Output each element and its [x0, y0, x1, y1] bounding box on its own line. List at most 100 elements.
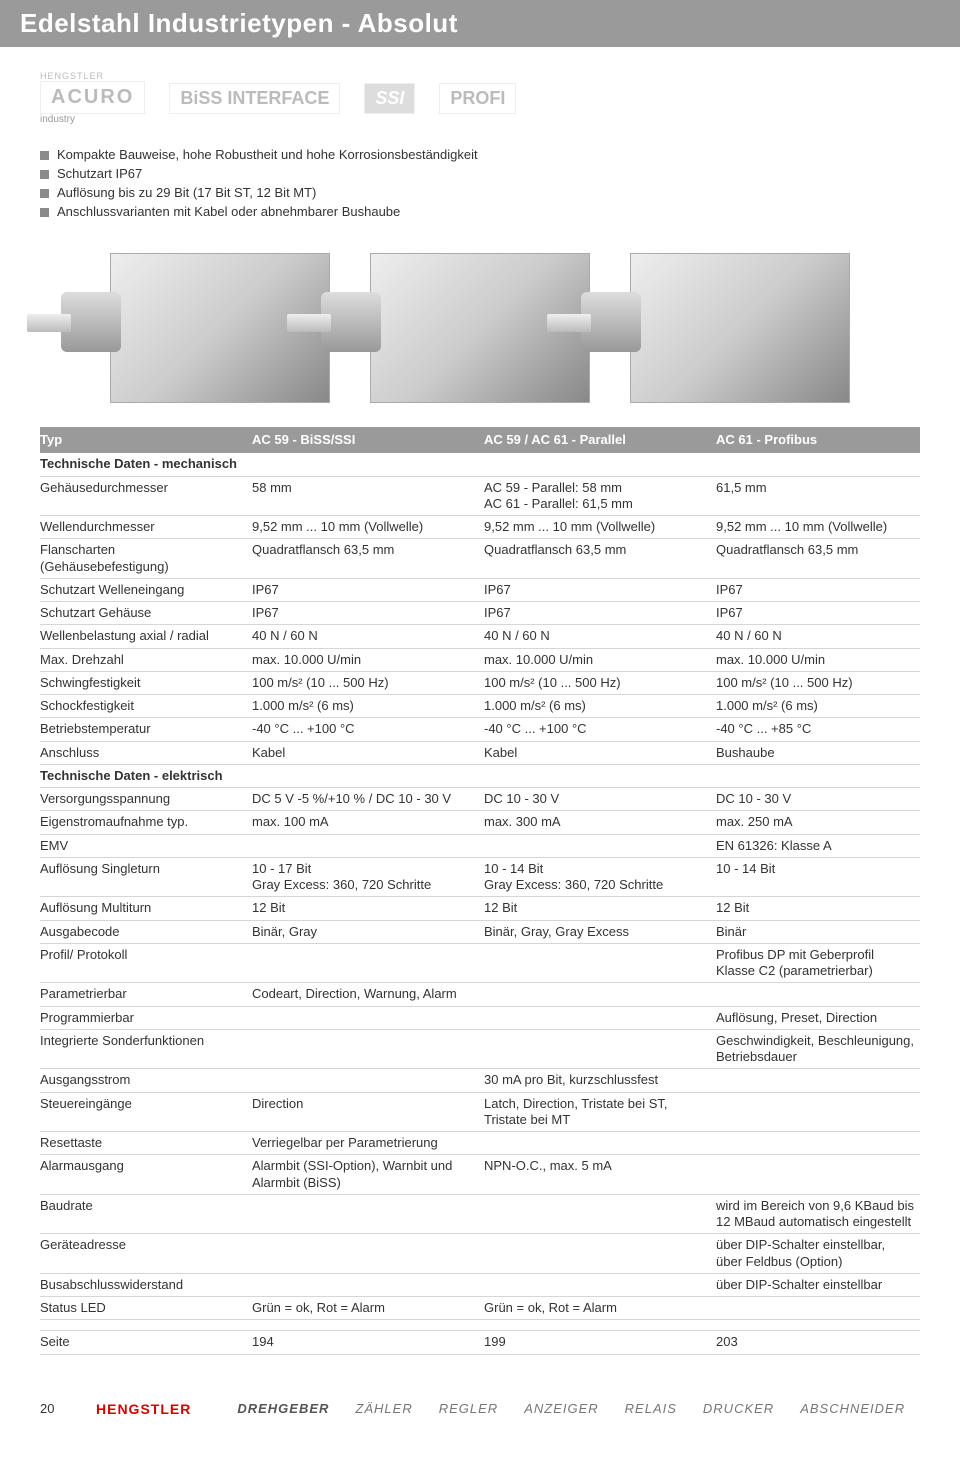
row-cell: 40 N / 60 N [484, 625, 716, 647]
bullet-icon [40, 208, 49, 217]
row-cell: über DIP-Schalter einstellbar [716, 1274, 920, 1296]
row-cell [252, 1069, 484, 1091]
header-col2: AC 59 / AC 61 - Parallel [484, 427, 716, 453]
row-cell: max. 250 mA [716, 811, 920, 833]
row-cell [484, 1132, 716, 1154]
row-cell: -40 °C ... +100 °C [484, 718, 716, 740]
table-row: Flanscharten(Gehäusebefestigung)Quadratf… [40, 538, 920, 578]
row-cell [484, 1195, 716, 1234]
table-row: Wellendurchmesser9,52 mm ... 10 mm (Voll… [40, 515, 920, 538]
footer-category: DRUCKER [703, 1401, 774, 1416]
logo-ssi: SSI [364, 83, 415, 114]
row-cell: 1.000 m/s² (6 ms) [484, 695, 716, 717]
row-label: Betriebstemperatur [40, 718, 252, 740]
row-cell [252, 835, 484, 857]
row-cell [716, 1093, 920, 1132]
row-label: Ausgabecode [40, 921, 252, 943]
row-cell: Verriegelbar per Parametrierung [252, 1132, 484, 1154]
row-label: Auflösung Multiturn [40, 897, 252, 919]
footer-category: ZÄHLER [355, 1401, 412, 1416]
footer-category: REGLER [439, 1401, 498, 1416]
row-cell: 12 Bit [484, 897, 716, 919]
row-cell [484, 1234, 716, 1273]
row-label: Schockfestigkeit [40, 695, 252, 717]
row-label: Resettaste [40, 1132, 252, 1154]
row-label: Wellendurchmesser [40, 516, 252, 538]
row-cell: 40 N / 60 N [252, 625, 484, 647]
table-row: ResettasteVerriegelbar per Parametrierun… [40, 1131, 920, 1154]
row-cell: DC 10 - 30 V [716, 788, 920, 810]
row-cell: 100 m/s² (10 ... 500 Hz) [252, 672, 484, 694]
row-cell: EN 61326: Klasse A [716, 835, 920, 857]
table-row: AlarmausgangAlarmbit (SSI-Option), Warnb… [40, 1154, 920, 1194]
feature-item: Anschlussvarianten mit Kabel oder abnehm… [40, 204, 920, 219]
row-cell: max. 10.000 U/min [252, 649, 484, 671]
logo-profi: PROFI [439, 83, 516, 114]
row-cell: über DIP-Schalter einstellbar, über Feld… [716, 1234, 920, 1273]
table-row: Integrierte SonderfunktionenGeschwindigk… [40, 1029, 920, 1069]
table-row: EMVEN 61326: Klasse A [40, 834, 920, 857]
row-cell: max. 10.000 U/min [716, 649, 920, 671]
row-cell: max. 10.000 U/min [484, 649, 716, 671]
row-cell: DC 5 V -5 %/+10 % / DC 10 - 30 V [252, 788, 484, 810]
row-label: Max. Drehzahl [40, 649, 252, 671]
row-cell: NPN-O.C., max. 5 mA [484, 1155, 716, 1194]
row-cell: 40 N / 60 N [716, 625, 920, 647]
row-cell: 100 m/s² (10 ... 500 Hz) [484, 672, 716, 694]
row-label: Schutzart Gehäuse [40, 602, 252, 624]
row-cell: 10 - 17 BitGray Excess: 360, 720 Schritt… [252, 858, 484, 897]
row-cell: Quadratflansch 63,5 mm [252, 539, 484, 578]
row-cell: AC 59 - Parallel: 58 mmAC 61 - Parallel:… [484, 477, 716, 516]
row-cell: Binär [716, 921, 920, 943]
row-cell: 10 - 14 Bit [716, 858, 920, 897]
table-row: Geräteadresse über DIP-Schalter einstellb… [40, 1233, 920, 1273]
footer-category: ABSCHNEIDER [800, 1401, 905, 1416]
row-cell: Binär, Gray [252, 921, 484, 943]
table-row: Schutzart WelleneingangIP67IP67IP67 [40, 578, 920, 601]
row-cell: IP67 [716, 579, 920, 601]
row-label: Wellenbelastung axial / radial [40, 625, 252, 647]
logo-acuro: HENGSTLER ACURO industry [40, 71, 145, 125]
row-cell [252, 1195, 484, 1234]
row-cell: 9,52 mm ... 10 mm (Vollwelle) [252, 516, 484, 538]
table-row: Status LEDGrün = ok, Rot = AlarmGrün = o… [40, 1296, 920, 1320]
row-cell: 1.000 m/s² (6 ms) [252, 695, 484, 717]
row-cell: IP67 [716, 602, 920, 624]
row-cell: -40 °C ... +100 °C [252, 718, 484, 740]
table-row: SteuereingängeDirectionLatch, Direction,… [40, 1092, 920, 1132]
bullet-icon [40, 151, 49, 160]
row-cell: IP67 [252, 602, 484, 624]
row-cell: 61,5 mm [716, 477, 920, 516]
row-cell [484, 835, 716, 857]
row-cell: 10 - 14 BitGray Excess: 360, 720 Schritt… [484, 858, 716, 897]
row-cell: 1.000 m/s² (6 ms) [716, 695, 920, 717]
table-row: Betriebstemperatur-40 °C ... +100 °C-40 … [40, 717, 920, 740]
table-row: Schutzart GehäuseIP67IP67IP67 [40, 601, 920, 624]
row-label: Geräteadresse [40, 1234, 252, 1273]
feature-item: Kompakte Bauweise, hohe Robustheit und h… [40, 147, 920, 162]
table-row: Wellenbelastung axial / radial40 N / 60 … [40, 624, 920, 647]
table-row: Baudratewird im Bereich von 9,6 KBaud bi… [40, 1194, 920, 1234]
row-cell: Alarmbit (SSI-Option), Warnbit und Alarm… [252, 1155, 484, 1194]
header-col3: AC 61 - Profibus [716, 427, 920, 453]
row-label: Profil/ Protokoll [40, 944, 252, 983]
footer-category: ANZEIGER [524, 1401, 598, 1416]
feature-text: Anschlussvarianten mit Kabel oder abnehm… [57, 204, 400, 219]
row-label: Schutzart Welleneingang [40, 579, 252, 601]
row-cell: Profibus DP mit Geberprofil Klasse C2 (p… [716, 944, 920, 983]
row-cell [252, 1274, 484, 1296]
table-row: Busabschlusswiderstandüber DIP-Schalter … [40, 1273, 920, 1296]
header-label: Typ [40, 427, 252, 453]
row-cell: Binär, Gray, Gray Excess [484, 921, 716, 943]
row-label: Gehäusedurchmesser [40, 477, 252, 516]
footer-category: RELAIS [625, 1401, 677, 1416]
table-row: VersorgungsspannungDC 5 V -5 %/+10 % / D… [40, 787, 920, 810]
row-cell: Codeart, Direction, Warnung, Alarm [252, 983, 484, 1005]
row-cell: Geschwindigkeit, Beschleunigung, Betrieb… [716, 1030, 920, 1069]
feature-list: Kompakte Bauweise, hohe Robustheit und h… [0, 137, 960, 243]
row-cell: 9,52 mm ... 10 mm (Vollwelle) [484, 516, 716, 538]
table-row: Ausgangsstrom30 mA pro Bit, kurzschlussf… [40, 1068, 920, 1091]
row-label: Flanscharten(Gehäusebefestigung) [40, 539, 252, 578]
row-cell: DC 10 - 30 V [484, 788, 716, 810]
page-number: 20 [40, 1401, 70, 1416]
